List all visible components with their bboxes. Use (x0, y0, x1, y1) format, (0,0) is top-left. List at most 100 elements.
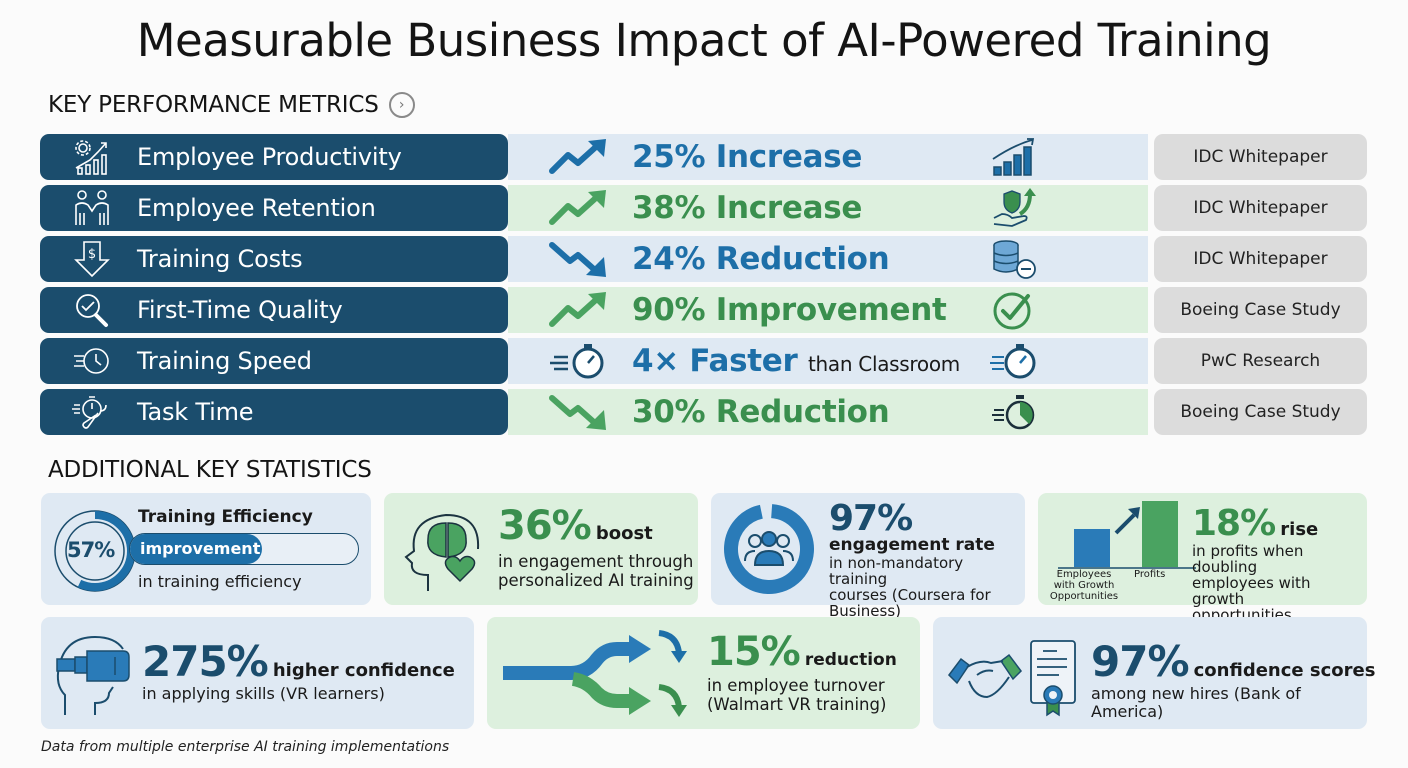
chart-label-line: with Growth (1053, 580, 1115, 591)
metric-label-text: Employee Productivity (137, 143, 402, 171)
progress-bar-label: improvement (140, 539, 261, 558)
stat-headline: 18% rise (1192, 503, 1318, 544)
metric-row-retention: Employee Retention 38% Increase IDC Whit… (40, 185, 1367, 231)
trend-up-icon (549, 190, 606, 225)
metric-value-suffix: than Classroom (808, 352, 960, 376)
metric-value-cell: 24% Reduction (508, 236, 1148, 282)
progress-bar: improvement (129, 533, 359, 565)
metric-label-text: Training Costs (137, 245, 303, 273)
metric-row-quality: First-Time Quality 90% Improvement Boein… (40, 287, 1367, 333)
stat-value: 15% (707, 629, 801, 675)
stat-headline: 15% reduction (707, 629, 897, 675)
metric-label-text: Employee Retention (137, 194, 376, 222)
stat-desc: in engagement through (498, 552, 694, 571)
source-badge: Boeing Case Study (1154, 287, 1367, 333)
stat-value: 97% (829, 498, 913, 539)
bar-chart-growth-icon (1058, 501, 1196, 569)
metric-value-cell: 4× Faster than Classroom (508, 338, 1148, 384)
metric-label: Employee Retention (40, 185, 508, 231)
source-badge: IDC Whitepaper (1154, 134, 1367, 180)
footer-note: Data from multiple enterprise AI trainin… (41, 739, 450, 755)
stat-label: reduction (804, 650, 897, 670)
metric-value: 4× Faster than Classroom (632, 343, 960, 379)
metric-label-text: First-Time Quality (137, 296, 343, 324)
svg-text:$: $ (88, 247, 96, 262)
stat-desc: in profits when doubling employees with … (1192, 543, 1367, 623)
stopwatch-wrench-icon (62, 392, 122, 432)
trend-up-icon (549, 139, 606, 174)
metric-value-cell: 30% Reduction (508, 389, 1148, 435)
coins-minus-icon (993, 240, 1036, 279)
chart-label-line: Employees (1056, 569, 1112, 580)
metric-label: Training Speed (40, 338, 508, 384)
metric-label: $ Training Costs (40, 236, 508, 282)
chart-label-line: Opportunities (1049, 591, 1119, 602)
source-badge: IDC Whitepaper (1154, 236, 1367, 282)
trend-down-icon (549, 395, 606, 430)
certificate-icon (1030, 640, 1076, 717)
stat-desc: personalized AI training (498, 571, 694, 590)
stat-desc-line: in non-mandatory training (829, 554, 964, 588)
stat-value: 36% (498, 503, 592, 549)
stat-headline: 275% higher confidence (142, 637, 455, 686)
stat-card-engagement-rate: 97% engagement rate in non-mandatory tra… (711, 493, 1025, 619)
metric-value: 90% Improvement (632, 292, 947, 328)
stat-headline: 97% confidence scores (1091, 637, 1375, 686)
hand-shield-arrow-icon (993, 188, 1036, 227)
timer-icon (992, 395, 1035, 430)
metric-value-cell: 90% Improvement (508, 287, 1148, 333)
metric-value: 38% Increase (632, 190, 863, 226)
key-metrics-heading: KEY PERFORMANCE METRICS › (48, 92, 415, 118)
stat-title: Training Efficiency (138, 507, 313, 527)
gear-growth-chart-icon (62, 137, 122, 177)
chevron-right-circle-icon[interactable]: › (388, 92, 415, 118)
stopwatch-icon (550, 344, 604, 379)
metric-label: First-Time Quality (40, 287, 508, 333)
metric-value-cell: 38% Increase (508, 185, 1148, 231)
fast-clock-icon (62, 341, 122, 381)
stat-value: 97% (1091, 637, 1190, 686)
metric-label-text: Task Time (137, 398, 254, 426)
chart-label-profits: Profits (1134, 569, 1166, 580)
progress-bar-fill (130, 534, 263, 564)
metric-row-speed: Training Speed 4× Faster than Classroom … (40, 338, 1367, 384)
people-handshake-icon (62, 188, 122, 228)
split-arrows-icon (503, 630, 687, 717)
stat-label: engagement rate (829, 535, 995, 555)
stat-desc-line: in profits when doubling (1192, 542, 1304, 576)
stat-value: 18% (1192, 503, 1276, 544)
stat-value: 275% (142, 637, 269, 686)
metric-value-cell: 25% Increase (508, 134, 1148, 180)
stat-label: boost (595, 523, 653, 544)
people-ring-icon (724, 504, 814, 594)
stat-card-engagement-boost: 36% boost in engagement through personal… (384, 493, 698, 605)
stat-label: higher confidence (272, 660, 455, 681)
stat-label: confidence scores (1193, 660, 1376, 681)
stat-headline: 36% boost (498, 503, 653, 549)
head-brain-heart-icon (404, 513, 480, 591)
metric-label: Task Time (40, 389, 508, 435)
stat-value: 57% (67, 538, 115, 562)
stat-card-vr-confidence: 275% higher confidence in applying skill… (41, 617, 474, 729)
magnifier-check-icon (62, 290, 122, 330)
check-circle-icon (993, 292, 1031, 330)
vr-headset-icon (56, 635, 130, 715)
metric-value: 24% Reduction (632, 241, 890, 277)
chart-label-employees: Employees with Growth Opportunities (1044, 569, 1124, 602)
metric-value: 25% Increase (632, 139, 863, 175)
stat-card-efficiency: 57% Training Efficiency improvement in t… (41, 493, 371, 605)
stat-desc: (Walmart VR training) (707, 695, 887, 714)
stat-desc-line: employees with growth (1192, 574, 1311, 608)
page-title: Measurable Business Impact of AI-Powered… (136, 14, 1272, 67)
stat-card-turnover: 15% reduction in employee turnover (Walm… (487, 617, 920, 729)
source-badge: IDC Whitepaper (1154, 185, 1367, 231)
bar-chart-up-icon (992, 138, 1035, 176)
handshake-icon (948, 653, 1022, 699)
metric-value-main: 4× Faster (632, 343, 798, 379)
additional-stats-heading: ADDITIONAL KEY STATISTICS (48, 457, 372, 483)
stat-desc: among new hires (Bank of America) (1091, 684, 1301, 721)
stat-card-profits: Employees with Growth Opportunities Prof… (1038, 493, 1367, 623)
source-badge: PwC Research (1154, 338, 1367, 384)
stat-desc-line: Business) (829, 602, 901, 620)
stopwatch-icon (990, 344, 1036, 379)
